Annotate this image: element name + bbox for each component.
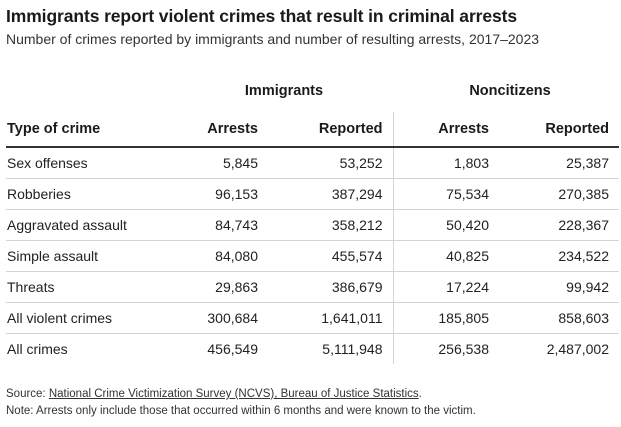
column-header-noncitizen-arrests: Arrests <box>393 112 499 148</box>
crime-type-cell: Sex offenses <box>6 147 176 179</box>
noncitizen-arrests-cell: 256,538 <box>438 341 489 357</box>
immigrant-arrests-cell: 84,080 <box>176 240 268 272</box>
table-row: All violent crimes 300,684 1,641,011 185,80… <box>6 302 619 334</box>
crime-type-cell: Simple assault <box>6 240 176 272</box>
noncitizen-reported-cell: 99,942 <box>499 271 619 303</box>
immigrant-reported-cell: 1,641,011 <box>268 302 394 334</box>
group-header-noncitizens: Noncitizens <box>469 83 551 99</box>
column-header-immigrant-arrests: Arrests <box>176 112 268 148</box>
column-header-noncitizen-reported: Reported <box>499 112 619 148</box>
crime-type-cell: Aggravated assault <box>6 209 176 241</box>
crime-type-cell: Robberies <box>6 178 176 210</box>
table-row: Threats 29,863 386,679 17,224 99,942 <box>6 271 619 303</box>
immigrant-reported-cell: 386,679 <box>268 271 394 303</box>
noncitizen-reported-cell: 270,385 <box>499 178 619 210</box>
column-header-type: Type of crime <box>6 112 176 148</box>
noncitizen-arrests-cell: 40,825 <box>393 240 499 272</box>
source-suffix: . <box>418 388 422 400</box>
source-link[interactable]: National Crime Victimization Survey (NCV… <box>48 388 419 400</box>
noncitizen-reported-cell: 858,603 <box>499 302 619 334</box>
noncitizen-reported-cell: 2,487,002 <box>546 341 609 357</box>
immigrant-arrests-cell: 96,153 <box>176 178 268 210</box>
header-row: Type of crime Arrests Reported Arrests R… <box>6 112 619 148</box>
table-row: Sex offenses 5,845 53,252 1,803 25,387 <box>6 147 619 179</box>
crime-type-cell: All crimes <box>7 341 68 357</box>
immigrant-reported-cell: 455,574 <box>268 240 394 272</box>
chart-subtitle: Number of crimes reported by immigrants … <box>6 31 540 47</box>
group-header-immigrants: Immigrants <box>244 83 324 99</box>
noncitizen-arrests-cell: 1,803 <box>393 147 499 179</box>
table-body: Sex offenses 5,845 53,252 1,803 25,387 Robber… <box>6 147 619 364</box>
immigrant-reported-cell: 358,212 <box>268 209 394 241</box>
immigrant-arrests-cell: 456,549 <box>207 341 258 357</box>
noncitizen-reported-cell: 228,367 <box>499 209 619 241</box>
table-row: Aggravated assault 84,743 358,212 50,420 228… <box>6 209 619 241</box>
immigrant-reported-cell: 53,252 <box>268 147 394 179</box>
noncitizen-reported-cell: 25,387 <box>499 147 619 179</box>
chart-title: Immigrants report violent crimes that re… <box>6 6 517 26</box>
crime-type-cell: Threats <box>6 271 176 303</box>
immigrant-reported-cell: 5,111,948 <box>268 333 394 364</box>
immigrant-arrests-cell: 29,863 <box>176 271 268 303</box>
table-row: All crimes 456,549 5,111,948 256,538 2,487,0… <box>6 333 619 364</box>
crime-type-cell: All violent crimes <box>6 302 176 334</box>
noncitizen-reported-cell: 234,522 <box>499 240 619 272</box>
crime-table: Type of crime Arrests Reported Arrests R… <box>6 112 619 364</box>
immigrant-arrests-cell: 5,845 <box>176 147 268 179</box>
table-row: Robberies 96,153 387,294 75,534 270,385 <box>6 178 619 210</box>
noncitizen-arrests-cell: 50,420 <box>393 209 499 241</box>
noncitizen-arrests-cell: 75,534 <box>393 178 499 210</box>
noncitizen-arrests-cell: 185,805 <box>393 302 499 334</box>
table-row: Simple assault 84,080 455,574 40,825 234,522 <box>6 240 619 272</box>
immigrant-arrests-cell: 300,684 <box>176 302 268 334</box>
noncitizen-arrests-cell: 17,224 <box>393 271 499 303</box>
column-header-immigrant-reported: Reported <box>268 112 394 148</box>
immigrant-arrests-cell: 84,743 <box>176 209 268 241</box>
source-prefix: Source: <box>6 388 49 400</box>
source-line: Source: National Crime Victimization Sur… <box>6 388 422 400</box>
footnote: Note: Arrests only include those that oc… <box>6 405 476 417</box>
immigrant-reported-cell: 387,294 <box>268 178 394 210</box>
